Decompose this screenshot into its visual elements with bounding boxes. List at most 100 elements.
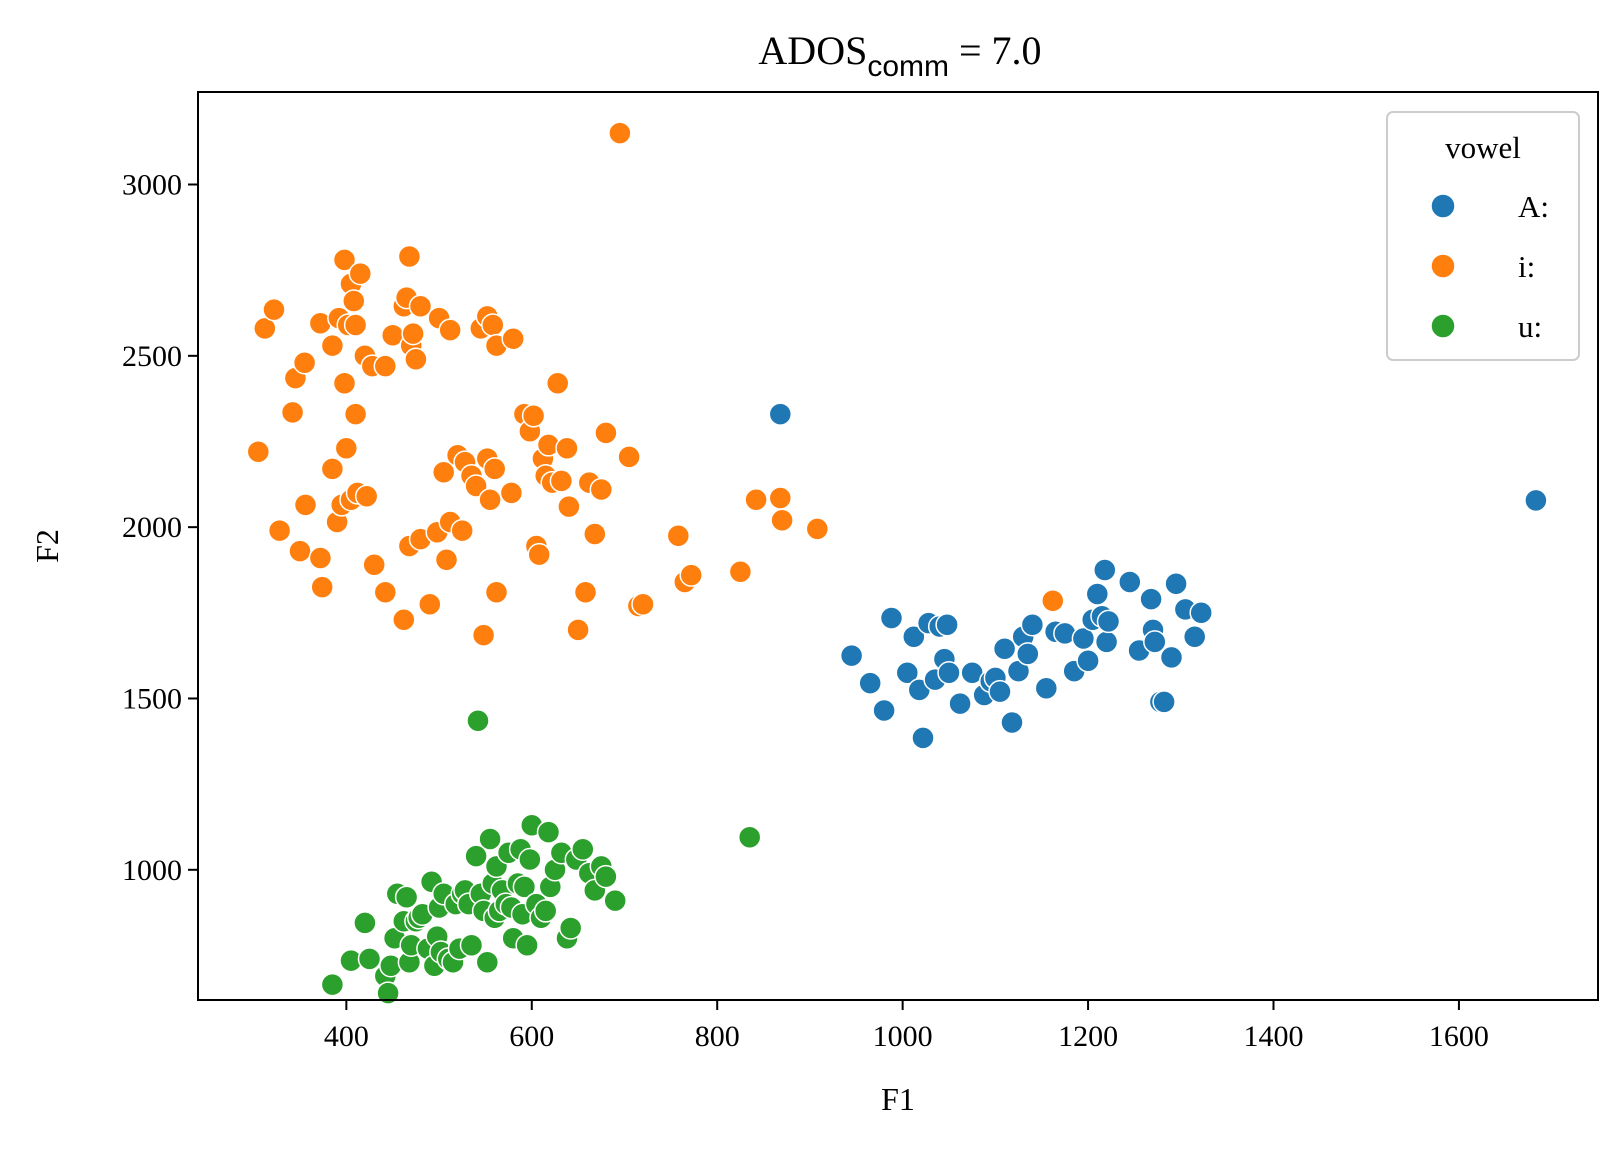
data-point: [1041, 589, 1065, 613]
data-point: [288, 539, 312, 563]
data-point: [1139, 587, 1163, 611]
data-point: [992, 637, 1017, 661]
data-point: [1085, 582, 1110, 606]
data-point: [334, 436, 359, 461]
data-point: [1524, 488, 1548, 513]
y-tick-label: 2000: [122, 511, 182, 544]
data-point: [438, 318, 462, 342]
data-point: [1159, 645, 1184, 670]
legend-marker: [1430, 313, 1456, 339]
data-point: [362, 553, 386, 577]
data-point: [310, 575, 334, 599]
data-point: [342, 289, 366, 313]
data-point: [839, 643, 864, 668]
data-point: [603, 888, 627, 913]
y-axis-label: F2: [29, 529, 65, 563]
data-point: [566, 618, 590, 642]
data-point: [1093, 558, 1117, 582]
legend-label: u:: [1518, 309, 1542, 344]
data-point: [246, 440, 271, 464]
data-point: [253, 316, 277, 341]
y-tick-label: 2500: [122, 340, 182, 373]
data-point: [545, 371, 570, 395]
data-point: [549, 469, 574, 493]
data-point: [262, 297, 286, 322]
x-tick-label: 1200: [1058, 1020, 1118, 1053]
y-tick-label: 3000: [122, 169, 182, 202]
legend-label: A:: [1518, 189, 1549, 224]
data-point: [408, 294, 433, 318]
data-points: [246, 121, 1548, 1005]
data-point: [376, 981, 400, 1005]
data-point: [1118, 570, 1142, 594]
data-point: [902, 625, 926, 649]
chart-title-suffix: = 7.0: [949, 28, 1042, 73]
legend-label: i:: [1518, 249, 1535, 284]
data-point: [666, 523, 691, 548]
data-point: [373, 354, 398, 378]
data-point: [573, 580, 598, 605]
data-point: [357, 947, 382, 971]
data-point: [512, 875, 537, 899]
data-point: [397, 244, 422, 269]
data-point: [1034, 676, 1059, 700]
data-point: [475, 950, 500, 975]
data-point: [308, 546, 333, 570]
data-point: [353, 911, 377, 935]
data-point: [1143, 630, 1167, 654]
data-point: [434, 547, 459, 572]
data-point: [1182, 625, 1207, 649]
data-point: [478, 487, 502, 512]
data-point: [895, 661, 920, 685]
data-point: [332, 371, 357, 395]
data-point: [988, 679, 1012, 704]
data-point: [1189, 601, 1213, 625]
data-point: [858, 671, 882, 695]
data-point: [948, 691, 972, 716]
axis-ticks: 400 600 800 1000 1200 1400 1600 1000 1500 2000 250…: [122, 169, 1489, 1053]
data-point: [431, 460, 456, 485]
data-point: [1071, 626, 1096, 651]
x-tick-label: 1600: [1429, 1020, 1489, 1053]
data-point: [879, 606, 904, 630]
data-point: [589, 477, 614, 502]
data-point: [555, 436, 579, 461]
chart-title: ADOScomm = 7.0: [758, 28, 1041, 83]
x-tick-label: 800: [695, 1020, 740, 1053]
x-tick-label: 600: [509, 1020, 554, 1053]
data-point: [533, 899, 558, 923]
data-point: [471, 623, 496, 647]
data-point: [320, 333, 345, 358]
data-point: [1020, 613, 1045, 637]
data-point: [1096, 609, 1121, 634]
data-point: [617, 445, 641, 469]
data-point: [450, 518, 474, 543]
legend-marker: [1430, 193, 1456, 219]
data-point: [1152, 690, 1176, 714]
data-point: [937, 661, 961, 685]
data-point: [935, 613, 959, 637]
x-axis-label: F1: [881, 1081, 915, 1117]
data-point: [332, 248, 357, 272]
data-point: [343, 313, 368, 337]
legend-box: [1386, 111, 1580, 361]
data-point: [293, 493, 318, 517]
data-point: [499, 481, 524, 505]
data-point: [679, 563, 703, 587]
data-point: [518, 847, 542, 872]
data-point: [770, 508, 794, 533]
data-point: [354, 484, 379, 509]
data-point: [466, 708, 490, 733]
data-point: [464, 844, 488, 868]
chart-title-subscript: comm: [867, 50, 949, 83]
data-point: [805, 517, 830, 541]
legend-entries: A: i: u:: [1430, 189, 1549, 344]
data-point: [557, 494, 581, 519]
data-point: [558, 916, 583, 940]
data-point: [594, 864, 618, 889]
data-point: [484, 580, 509, 605]
data-point: [401, 321, 425, 346]
data-point: [911, 726, 935, 750]
data-point: [768, 486, 793, 510]
